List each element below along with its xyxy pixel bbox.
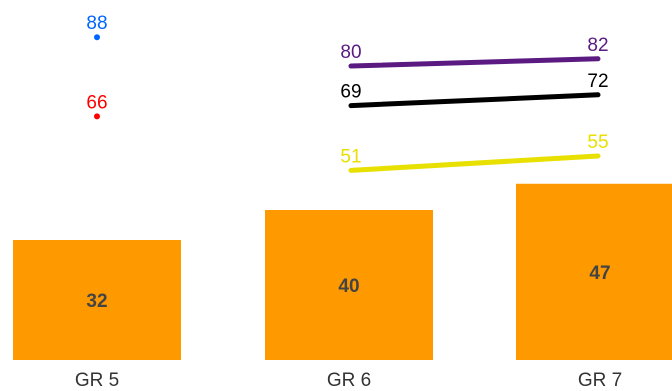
point-value-label: 72	[587, 71, 608, 92]
labels-layer: 32 40 47 GR 5 GR 6 GR 7 88 66 80 82 69 72 51 55	[75, 13, 622, 391]
point-value-label: 51	[340, 146, 361, 167]
bar-gr-6	[265, 210, 433, 360]
point-value-label: 69	[340, 82, 361, 103]
bar-gr-5	[13, 240, 181, 360]
point-value-label: 55	[587, 132, 608, 153]
series-line	[348, 92, 601, 109]
bar-value-label: 47	[589, 263, 610, 284]
series-point	[94, 34, 100, 41]
bars-layer	[13, 183, 672, 360]
category-label: GR 7	[578, 370, 622, 391]
category-label: GR 5	[75, 370, 119, 391]
series-point	[94, 113, 100, 120]
lines-layer	[94, 34, 601, 173]
bar-gr-7	[516, 183, 672, 360]
point-value-label: 82	[587, 35, 608, 56]
series-line	[348, 153, 601, 173]
point-value-label: 66	[86, 92, 107, 113]
category-label: GR 6	[327, 370, 371, 391]
bar-value-label: 40	[338, 276, 359, 297]
bar-value-label: 32	[86, 291, 107, 312]
series-line	[348, 56, 601, 69]
point-value-label: 80	[340, 42, 361, 63]
point-value-label: 88	[86, 13, 107, 34]
